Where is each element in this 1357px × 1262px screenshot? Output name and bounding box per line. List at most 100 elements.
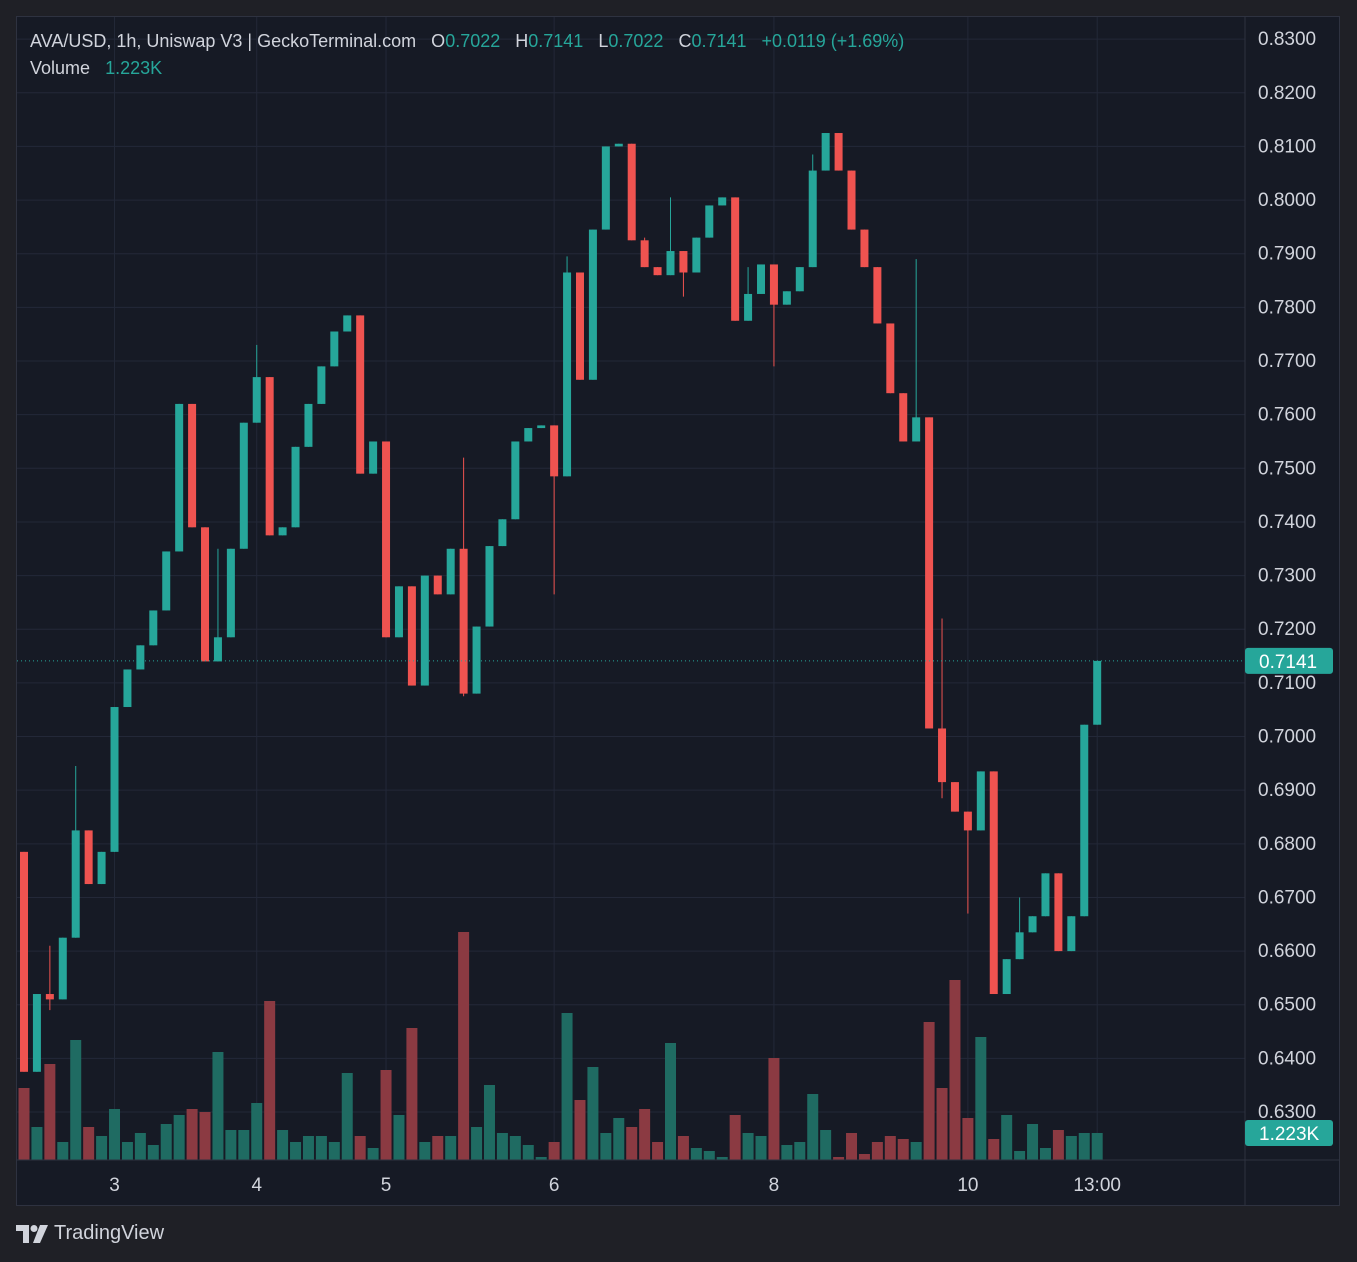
time-tick-label: 3 — [109, 1175, 120, 1196]
volume-badge — [1245, 1120, 1333, 1146]
candle-body — [45, 994, 54, 1000]
candle-up — [666, 197, 675, 276]
candle-body — [239, 422, 248, 549]
candle-body — [976, 771, 985, 831]
candles — [20, 133, 1102, 1072]
candle-up — [498, 519, 507, 547]
tradingview-logo-icon — [16, 1224, 48, 1243]
candle-body — [679, 251, 688, 273]
candle-down — [860, 229, 869, 268]
candle-up — [32, 994, 41, 1072]
candle-body — [162, 551, 171, 611]
candle-down — [731, 197, 740, 321]
candle-down — [873, 267, 882, 324]
time-tick-label: 13:00 — [1073, 1175, 1121, 1196]
candle-up — [1028, 916, 1037, 933]
candle-up — [330, 331, 339, 367]
volume-bar — [367, 1148, 379, 1160]
candle-up — [795, 267, 804, 292]
candle-body — [821, 133, 830, 171]
candle-body — [369, 441, 378, 474]
candle-body — [291, 446, 300, 528]
candle-down — [382, 441, 391, 638]
candle-down — [769, 264, 778, 367]
volume-bar — [548, 1142, 560, 1160]
candle-body — [731, 197, 740, 321]
candle-up — [278, 527, 287, 536]
volume-bar — [871, 1142, 883, 1160]
volume-bar — [665, 1043, 676, 1160]
candle-down — [653, 267, 662, 276]
candle-up — [912, 259, 921, 442]
chart-frame[interactable] — [16, 16, 1340, 1206]
candle-body — [1054, 873, 1063, 952]
volume-bar — [626, 1127, 638, 1160]
volume-bar — [380, 1070, 392, 1160]
legend-change: +0.0119 (+1.69%) — [761, 31, 905, 51]
volume-bar — [652, 1142, 664, 1160]
candle-body — [84, 830, 93, 885]
candle-body — [1002, 959, 1011, 995]
volume-bar — [57, 1142, 69, 1160]
volume-bar — [587, 1067, 599, 1160]
candle-up — [420, 575, 429, 686]
candle-down — [925, 417, 934, 729]
price-tick-label: 0.8100 — [1258, 136, 1316, 157]
candle-up — [136, 645, 145, 670]
candle-body — [950, 782, 959, 812]
candle-up — [511, 441, 520, 520]
legend-close-label: C — [678, 31, 692, 51]
price-tick-label: 0.7700 — [1258, 351, 1316, 372]
time-axis[interactable]: 3 4 5 6 8 10 13:00 — [17, 1159, 1340, 1196]
volume-bar — [251, 1103, 263, 1160]
candle-up — [162, 551, 171, 611]
candle-body — [485, 546, 494, 627]
volume-bar — [716, 1157, 728, 1160]
legend-volume-value: 1.223K — [105, 58, 163, 78]
candle-up — [123, 669, 132, 708]
volume-bar — [729, 1115, 741, 1160]
volume-bar — [794, 1142, 806, 1160]
candle-body — [692, 237, 701, 273]
candle-body — [627, 143, 636, 241]
volume-bar — [833, 1157, 845, 1160]
volume-bar — [755, 1136, 767, 1160]
volume-bar — [328, 1142, 340, 1160]
candle-body — [989, 771, 998, 995]
candle-up — [1080, 724, 1089, 917]
candle-body — [640, 240, 649, 268]
price-axis[interactable]: 0.8300 0.8200 0.8100 0.8000 0.7900 0.7800 0.77… — [1244, 17, 1333, 1205]
candle-up — [110, 707, 119, 852]
volume-bar — [445, 1136, 457, 1160]
candle-up — [58, 937, 67, 1000]
candle-up — [446, 548, 455, 595]
legend-open-value: 0.7022 — [445, 31, 501, 51]
candle-body — [1015, 932, 1024, 960]
volume-bar — [121, 1142, 133, 1160]
price-tick-label: 0.6900 — [1258, 780, 1316, 801]
volume-bar — [264, 1001, 276, 1160]
candle-body — [382, 441, 391, 638]
volume-bar — [160, 1124, 172, 1160]
candle-down — [989, 771, 998, 995]
candle-down — [459, 457, 468, 697]
candle-body — [71, 830, 80, 938]
candle-down — [201, 527, 210, 662]
price-tick-label: 0.7500 — [1258, 458, 1316, 479]
volume-bar — [134, 1133, 146, 1160]
candle-body — [317, 366, 326, 404]
candle-body — [123, 669, 132, 708]
candle-up — [821, 133, 830, 171]
volume-bar — [354, 1136, 366, 1160]
candle-body — [938, 728, 947, 783]
candle-up — [524, 428, 533, 442]
tradingview-branding[interactable]: TradingView — [16, 1222, 164, 1245]
candle-body — [899, 393, 908, 442]
candle-up — [744, 267, 753, 321]
candle-down — [356, 315, 365, 474]
volume-bar — [212, 1052, 224, 1160]
candle-up — [537, 425, 546, 429]
candle-body — [744, 293, 753, 321]
volume-bar — [561, 1013, 573, 1160]
